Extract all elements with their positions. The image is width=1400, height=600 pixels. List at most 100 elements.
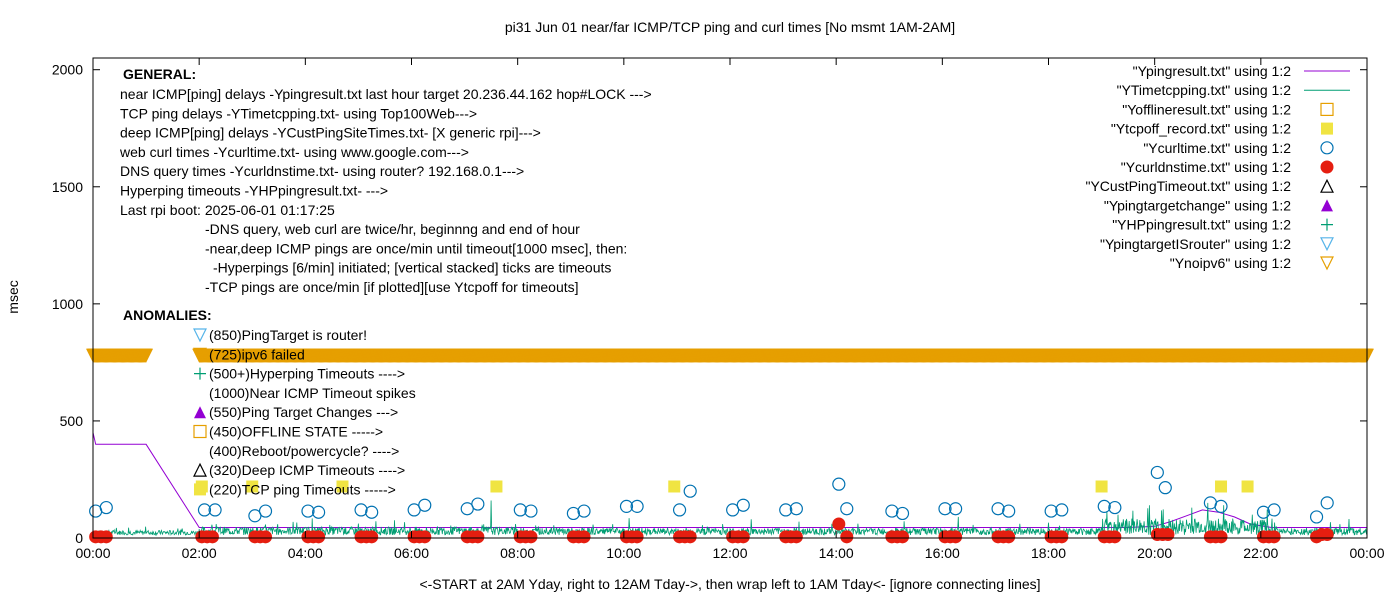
anomaly-label: (1000)Near ICMP Timeout spikes	[209, 385, 416, 401]
legend-label: "YpingtargetISrouter" using 1:2	[1100, 236, 1291, 252]
anomaly-label: (725)ipv6 failed	[209, 346, 305, 362]
data-point	[630, 499, 644, 513]
data-point	[683, 530, 697, 544]
data-point	[736, 530, 750, 544]
data-point	[949, 502, 963, 516]
data-point	[208, 503, 222, 517]
data-point	[312, 505, 326, 519]
anomaly-marker	[194, 406, 206, 419]
x-tick-label: 16:00	[925, 545, 960, 561]
data-point	[471, 530, 485, 544]
data-point	[566, 506, 581, 521]
y-axis-label: msec	[5, 280, 21, 313]
data-point	[832, 517, 846, 531]
note-line: -near,deep ICMP pings are once/min until…	[205, 240, 627, 256]
general-line: TCP ping delays -YTimetcpping.txt- using…	[120, 105, 477, 121]
legend-label: "YCustPingTimeout.txt" using 1:2	[1085, 178, 1291, 194]
data-point	[1044, 504, 1058, 518]
x-tick-label: 22:00	[1243, 545, 1278, 561]
data-point	[619, 499, 634, 513]
legend-marker	[1320, 102, 1334, 117]
legend-label: "Ytcpoff_record.txt" using 1:2	[1111, 121, 1291, 137]
legend-label: "YHPpingresult.txt" using 1:2	[1112, 217, 1291, 233]
data-point	[1108, 530, 1122, 544]
data-point	[99, 530, 113, 544]
general-heading: GENERAL:	[123, 66, 196, 82]
data-point	[840, 502, 854, 516]
data-point	[938, 502, 952, 516]
data-point	[1320, 527, 1334, 541]
data-point	[736, 498, 750, 512]
data-point	[418, 498, 432, 512]
general-line: DNS query times -Ycurldnstime.txt- using…	[120, 163, 524, 179]
data-point	[577, 530, 591, 544]
data-point	[336, 480, 349, 493]
data-point	[1241, 480, 1254, 493]
anomaly-label: (320)Deep ICMP Timeouts ---->	[209, 462, 405, 478]
plot-data	[86, 348, 1374, 544]
data-point	[577, 504, 591, 518]
note-line: -TCP pings are once/min [if plotted][use…	[205, 279, 579, 295]
axes: 00:00 02:00 04:00 06:00 08:00 10:00 12:00 14:00…	[52, 58, 1385, 561]
data-point	[513, 503, 527, 517]
legend-marker	[1320, 160, 1334, 174]
legend-label: "Ypingresult.txt" using 1:2	[1133, 63, 1292, 79]
data-point	[1214, 530, 1228, 544]
anomaly-label: (220)TCP ping Timeouts ----->	[209, 481, 396, 497]
data-point	[99, 500, 113, 515]
x-tick-label: 00:00	[1349, 545, 1384, 561]
y-tick-label: 500	[60, 413, 84, 429]
data-point	[896, 530, 910, 544]
data-point	[949, 530, 963, 544]
data-point	[683, 484, 697, 498]
data-point	[1150, 465, 1164, 480]
data-point	[365, 530, 379, 544]
anomaly-label: (450)OFFLINE STATE ----->	[209, 424, 383, 440]
x-tick-label: 12:00	[712, 545, 747, 561]
data-point	[354, 503, 368, 517]
anomaly-marker	[193, 424, 207, 439]
anomaly-marker	[193, 462, 207, 477]
plot-annotations: GENERAL: near ICMP[ping] delays -Ypingres…	[119, 66, 652, 497]
x-tick-label: 06:00	[394, 545, 429, 561]
data-point	[471, 497, 485, 511]
legend-label: "Ynoipv6" using 1:2	[1170, 255, 1291, 271]
data-point	[885, 504, 899, 518]
anomaly-marker	[193, 328, 207, 343]
x-tick-label: 14:00	[819, 545, 854, 561]
data-point	[312, 530, 326, 544]
anomaly-label: (550)Ping Target Changes --->	[209, 404, 398, 420]
general-line: near ICMP[ping] delays -Ypingresult.txt …	[120, 86, 652, 102]
legend-marker	[1321, 218, 1333, 231]
data-point	[895, 506, 910, 521]
data-point	[1055, 530, 1069, 544]
data-point	[1055, 503, 1069, 517]
data-point	[205, 530, 219, 544]
x-tick-label: 00:00	[75, 545, 110, 561]
legend-marker	[1321, 199, 1333, 212]
general-line: deep ICMP[ping] delays -YCustPingSiteTim…	[120, 125, 541, 141]
data-point	[418, 530, 432, 544]
data-point	[1267, 503, 1281, 517]
general-line: web curl times -Ycurltime.txt- using www…	[119, 144, 469, 160]
data-point	[630, 530, 644, 544]
data-point	[524, 530, 538, 544]
legend-marker	[1320, 141, 1334, 155]
data-point	[1002, 530, 1016, 544]
x-tick-label: 04:00	[288, 545, 323, 561]
note-line: -Hyperpings [6/min] initiated; [vertical…	[213, 260, 611, 276]
x-tick-label: 18:00	[1031, 545, 1066, 561]
data-point	[1214, 499, 1228, 513]
data-point	[1215, 480, 1228, 493]
noipv6-point	[139, 348, 154, 363]
x-tick-label: 20:00	[1137, 545, 1172, 561]
anomaly-marker	[193, 347, 207, 362]
legend-marker	[1320, 178, 1334, 193]
x-tick-label: 08:00	[500, 545, 535, 561]
y-tick-label: 2000	[52, 62, 83, 78]
data-point	[259, 530, 273, 544]
note-line: -DNS query, web curl are twice/hr, begin…	[205, 221, 580, 237]
legend-marker	[1320, 237, 1334, 252]
legend-marker	[1320, 256, 1334, 271]
anomaly-label: (500+)Hyperping Timeouts ---->	[209, 366, 405, 382]
